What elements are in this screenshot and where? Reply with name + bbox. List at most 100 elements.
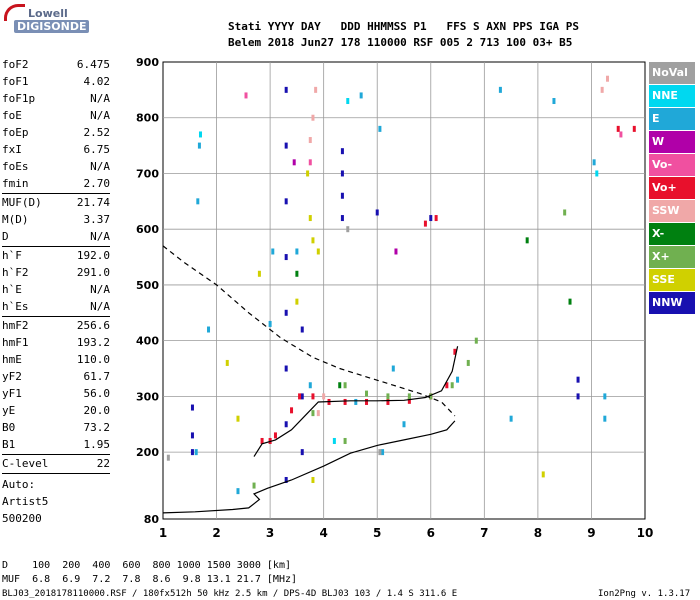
logo-text-lowell: Lowell [28,7,68,20]
echo-point [375,209,379,216]
echo-point [268,320,272,327]
echo-point [343,382,347,389]
param-name: yF2 [2,370,22,383]
param-value: 21.74 [76,196,110,209]
legend-item-e: E [649,108,695,130]
echo-point [603,415,607,422]
autoscaling-label: Auto: [2,478,36,491]
param-row: yE 20.0 [2,404,110,420]
param-row: B0 73.2 [2,421,110,437]
echo-point [300,393,304,400]
echo-point [450,382,454,389]
param-row: fmin 2.70 [2,177,110,193]
echo-point [257,270,261,277]
y-tick-label: 800 [136,112,159,125]
echo-point [190,449,194,456]
param-value: 2.70 [83,177,111,190]
echo-point [391,365,395,372]
param-separator [2,454,110,455]
echo-point [300,449,304,456]
echo-point [332,437,336,444]
echo-point [311,237,315,244]
echo-point [474,337,478,344]
echo-point [381,449,385,456]
echo-point [576,376,580,383]
param-name: B1 [2,438,16,451]
param-value: N/A [90,283,110,296]
echo-point [295,248,299,255]
echo-point [316,410,320,417]
param-name: MUF(D) [2,196,42,209]
echo-point [284,142,288,149]
echo-point [340,148,344,155]
y-tick-label: 80 [144,513,160,526]
param-row: D N/A [2,230,110,246]
y-tick-label: 500 [136,279,159,292]
echo-point [244,92,248,99]
echo-point [290,407,294,414]
echo-point [498,86,502,93]
echo-point [466,359,470,366]
param-row: yF2 61.7 [2,370,110,386]
echo-point [343,437,347,444]
param-row: yF1 56.0 [2,387,110,403]
param-value: 192.0 [76,249,110,262]
plot-frame [162,61,646,520]
echo-point [308,215,312,222]
echo-point [298,393,302,400]
param-row: hmF2 256.6 [2,319,110,335]
param-name: yF1 [2,387,22,400]
echo-point [603,393,607,400]
echo-point [595,170,599,177]
virtual-height-trace [253,346,459,457]
echo-point [359,92,363,99]
param-name: fmin [2,177,29,190]
echo-point [252,482,256,489]
param-value: 110.0 [76,353,110,366]
legend-item-vo: Vo+ [649,177,695,199]
echo-point [284,198,288,205]
param-name: D [2,230,9,243]
true-height-profile [162,420,456,514]
echo-point [429,215,433,222]
param-row: foEp 2.52 [2,126,110,142]
echo-point [592,159,596,166]
param-separator [2,246,110,247]
echo-point [284,421,288,428]
param-value: 73.2 [83,421,111,434]
echo-point [306,170,310,177]
echo-point [308,159,312,166]
x-tick-label: 6 [427,526,435,540]
echo-point [576,393,580,400]
param-row: foF1p N/A [2,92,110,108]
y-tick-label: 300 [136,390,159,403]
param-name: foF1p [2,92,36,105]
legend-item-nnw: NNW [649,292,695,314]
param-value: 22 [96,457,110,470]
param-name: h`F2 [2,266,29,279]
x-tick-label: 5 [373,526,381,540]
echo-point [434,215,438,222]
param-value: 256.6 [76,319,110,332]
echo-point [423,220,427,227]
muf-distance-row: D 100 200 400 600 800 1000 1500 3000 [km… [2,560,291,571]
echo-point [314,86,318,93]
echo-point [407,397,411,404]
echo-point [225,359,229,366]
echo-point [284,365,288,372]
echo-point [196,198,200,205]
y-tick-label: 200 [136,446,159,459]
echo-point [198,131,202,138]
param-value: N/A [90,230,110,243]
echo-point [365,398,369,405]
param-row: hmF1 193.2 [2,336,110,352]
param-value: N/A [90,300,110,313]
echo-point [525,237,529,244]
param-value: 20.0 [83,404,111,417]
echo-point [190,432,194,439]
echo-point [295,298,299,305]
echo-point [394,248,398,255]
echo-point [316,248,320,255]
echo-point [343,398,347,405]
x-tick-label: 2 [212,526,220,540]
